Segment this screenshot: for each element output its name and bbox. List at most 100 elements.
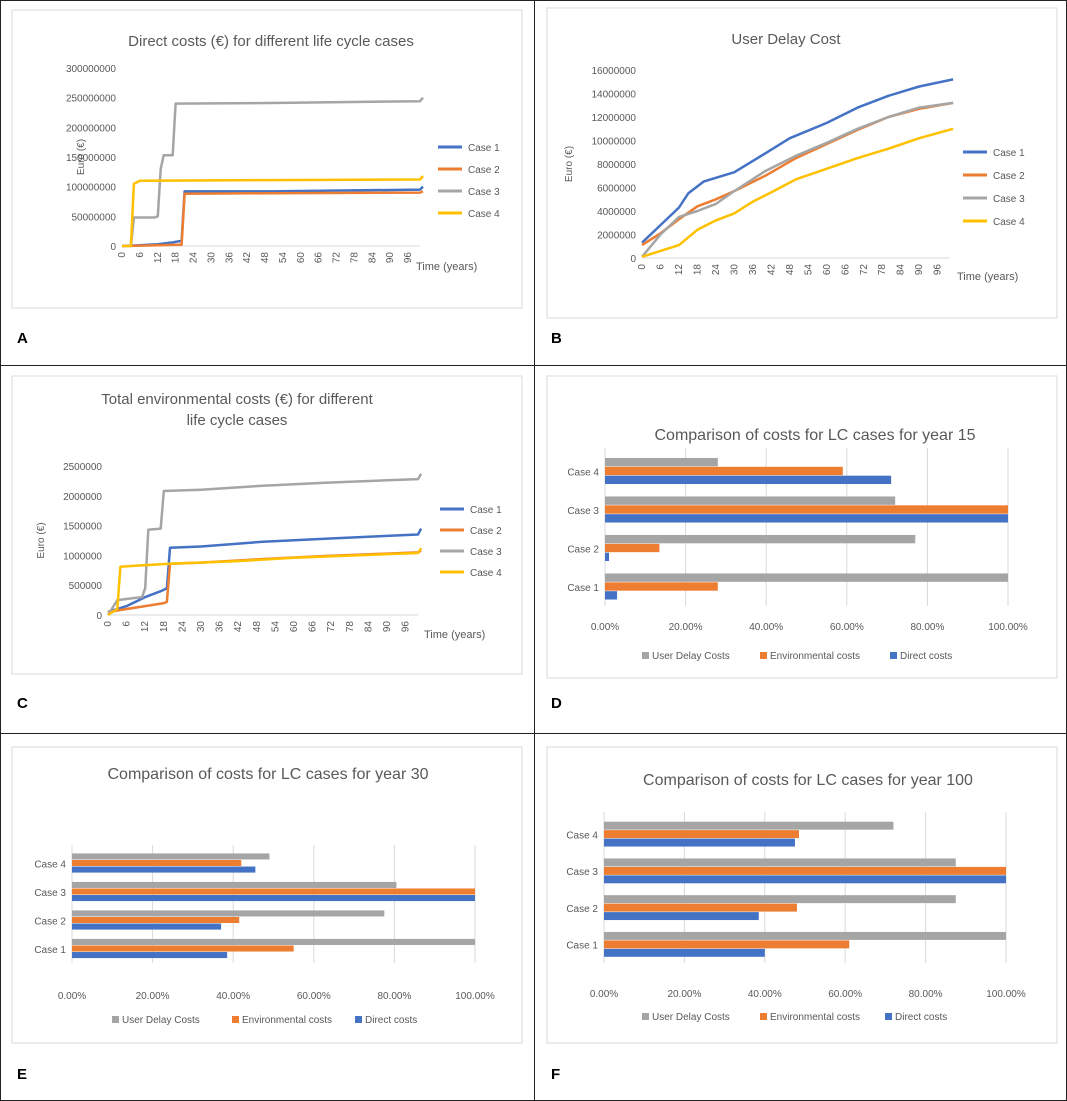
x-tick-label: 100.00% bbox=[455, 991, 495, 1002]
panel-b-chart: User Delay Cost 0 2000000 4000000 6000000 800… bbox=[545, 6, 1059, 320]
series-line-case-1 bbox=[641, 78, 954, 244]
bar-user-delay-costs-case-1 bbox=[605, 573, 1008, 582]
panel-label-c: C bbox=[17, 695, 28, 712]
panel-f-chart: Comparison of costs for LC cases for yea… bbox=[545, 745, 1059, 1045]
x-tick-label: 12 bbox=[153, 252, 164, 264]
category-label-case-3: Case 3 bbox=[567, 506, 599, 517]
x-axis-label: Time (years) bbox=[416, 261, 477, 273]
series-line-case-3 bbox=[106, 473, 423, 616]
x-tick-label: 54 bbox=[803, 264, 814, 276]
panel-divider-vertical bbox=[534, 0, 535, 1101]
environmental-costs-line-chart: Total environmental costs (€) for differ… bbox=[11, 375, 523, 675]
bar-environmental-costs-case-3 bbox=[72, 888, 475, 895]
x-tick-label: 30 bbox=[196, 621, 207, 633]
x-tick-label: 12 bbox=[674, 264, 685, 276]
y-tick-label: 16000000 bbox=[592, 66, 637, 77]
legend-label-environmental-costs: Environmental costs bbox=[770, 1012, 860, 1023]
bar-user-delay-costs-case-1 bbox=[604, 931, 1006, 940]
chart-title: Direct costs (€) for different life cycl… bbox=[128, 33, 414, 50]
chart-title-line-1: Total environmental costs (€) for differ… bbox=[101, 391, 373, 408]
y-tick-label: 150000000 bbox=[66, 153, 116, 164]
legend-swatch-environmental-costs bbox=[760, 652, 767, 659]
chart-title: Comparison of costs for LC cases for yea… bbox=[654, 427, 975, 444]
bar-direct-costs-case-1 bbox=[604, 948, 765, 957]
x-tick-label: 42 bbox=[233, 621, 244, 633]
x-tick-label: 60.00% bbox=[830, 622, 864, 633]
legend-label-direct-costs: Direct costs bbox=[365, 1015, 417, 1026]
category-label-case-1: Case 1 bbox=[34, 945, 66, 956]
legend-label-case-3: Case 3 bbox=[468, 187, 500, 198]
x-axis-label: Time (years) bbox=[424, 629, 485, 641]
bar-direct-costs-case-4 bbox=[72, 866, 256, 873]
y-axis-label: Euro (€) bbox=[36, 522, 47, 558]
bar-direct-costs-case-2 bbox=[605, 552, 610, 562]
legend-label-case-1: Case 1 bbox=[468, 143, 500, 154]
bar-user-delay-costs-case-2 bbox=[604, 895, 956, 904]
x-axis-label: Time (years) bbox=[957, 271, 1018, 283]
y-tick-label: 50000000 bbox=[72, 212, 117, 223]
x-tick-label: 66 bbox=[314, 252, 325, 264]
category-label-case-3: Case 3 bbox=[34, 888, 66, 899]
legend-label-case-4: Case 4 bbox=[993, 217, 1025, 228]
x-tick-label: 0 bbox=[117, 252, 128, 258]
bar-environmental-costs-case-1 bbox=[605, 582, 718, 591]
x-tick-label: 60.00% bbox=[297, 991, 331, 1002]
x-tick-label: 80.00% bbox=[909, 989, 943, 1000]
bar-direct-costs-case-1 bbox=[72, 952, 228, 959]
legend-label-case-2: Case 2 bbox=[993, 171, 1025, 182]
y-tick-label: 6000000 bbox=[597, 184, 636, 195]
category-label-case-2: Case 2 bbox=[567, 544, 599, 555]
x-tick-label: 60 bbox=[289, 621, 300, 633]
series-line-case-3 bbox=[122, 96, 424, 248]
category-label-case-1: Case 1 bbox=[566, 941, 598, 952]
x-tick-label: 0 bbox=[637, 264, 648, 270]
x-tick-label: 78 bbox=[877, 264, 888, 276]
x-tick-label: 42 bbox=[766, 264, 777, 276]
legend-label-environmental-costs: Environmental costs bbox=[242, 1015, 332, 1026]
panel-label-f: F bbox=[551, 1066, 561, 1083]
category-label-case-4: Case 4 bbox=[567, 467, 599, 478]
legend-swatch-user-delay-costs bbox=[112, 1016, 119, 1023]
y-tick-label: 2000000 bbox=[597, 231, 636, 242]
bar-environmental-costs-case-2 bbox=[604, 903, 797, 912]
x-tick-label: 20.00% bbox=[136, 991, 170, 1002]
bar-direct-costs-case-3 bbox=[604, 875, 1006, 884]
bar-user-delay-costs-case-4 bbox=[604, 821, 894, 830]
x-tick-label: 6 bbox=[135, 252, 146, 258]
x-tick-label: 48 bbox=[260, 252, 271, 264]
y-tick-label: 250000000 bbox=[66, 94, 116, 105]
y-tick-label: 300000000 bbox=[66, 64, 116, 75]
bar-user-delay-costs-case-4 bbox=[605, 457, 718, 467]
x-tick-label: 80.00% bbox=[910, 622, 944, 633]
x-tick-label: 40.00% bbox=[216, 991, 250, 1002]
chart-title: Comparison of costs for LC cases for yea… bbox=[107, 766, 428, 783]
panel-divider-row1 bbox=[0, 365, 1067, 366]
x-tick-label: 20.00% bbox=[667, 989, 701, 1000]
chart-title: Comparison of costs for LC cases for yea… bbox=[643, 772, 973, 789]
bar-environmental-costs-case-3 bbox=[605, 505, 1008, 514]
category-label-case-3: Case 3 bbox=[566, 867, 598, 878]
y-tick-label: 12000000 bbox=[592, 113, 637, 124]
legend-swatch-user-delay-costs bbox=[642, 652, 649, 659]
bar-user-delay-costs-case-2 bbox=[605, 534, 916, 544]
x-tick-label: 0.00% bbox=[590, 989, 618, 1000]
bar-direct-costs-case-2 bbox=[72, 923, 222, 930]
legend-label-case-4: Case 4 bbox=[468, 209, 500, 220]
bar-environmental-costs-case-4 bbox=[604, 830, 799, 839]
x-tick-label: 66 bbox=[308, 621, 319, 633]
x-tick-label: 84 bbox=[896, 264, 907, 276]
legend-swatch-direct-costs bbox=[890, 652, 897, 659]
chart-area bbox=[546, 375, 1058, 679]
chart-area bbox=[11, 375, 523, 675]
legend-label-case-3: Case 3 bbox=[470, 547, 502, 558]
x-tick-label: 96 bbox=[933, 264, 944, 276]
legend-label-environmental-costs: Environmental costs bbox=[770, 651, 860, 662]
series-line-case-4 bbox=[107, 547, 423, 617]
x-tick-label: 40.00% bbox=[749, 622, 783, 633]
bar-environmental-costs-case-1 bbox=[72, 945, 294, 952]
bar-environmental-costs-case-2 bbox=[605, 543, 660, 553]
x-tick-label: 36 bbox=[215, 621, 226, 633]
legend-label-user-delay-costs: User Delay Costs bbox=[122, 1015, 200, 1026]
legend-label-case-2: Case 2 bbox=[470, 526, 502, 537]
x-tick-label: 20.00% bbox=[669, 622, 703, 633]
